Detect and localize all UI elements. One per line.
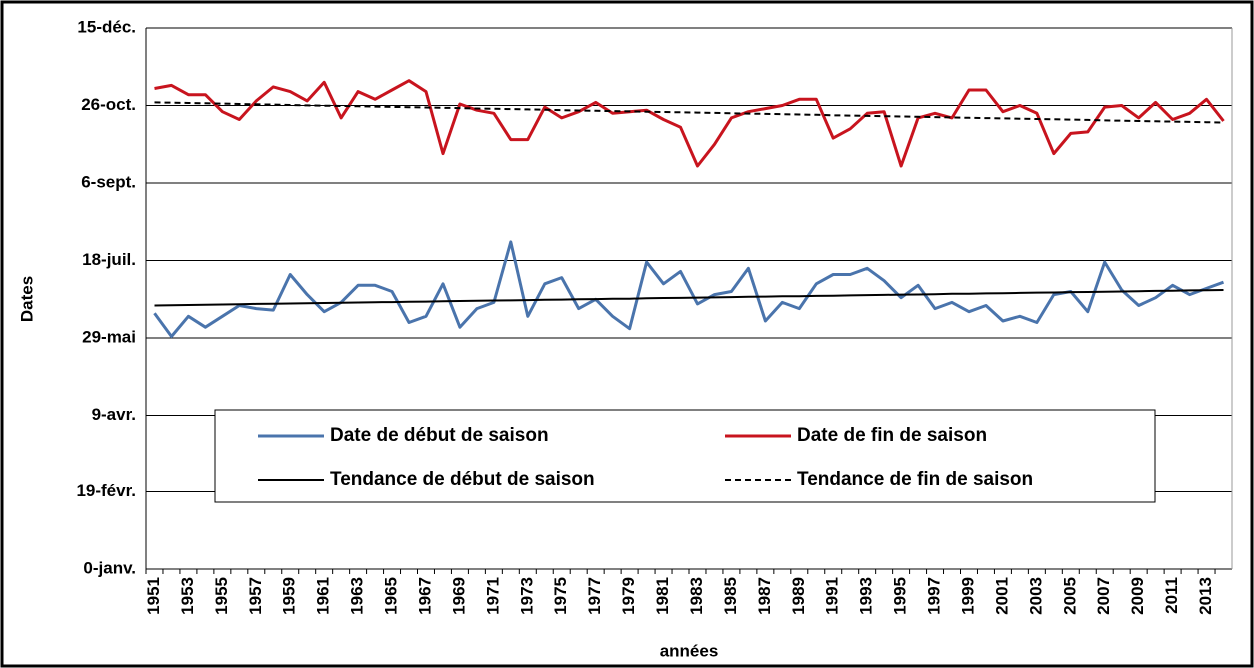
- x-tick-label: 2013: [1196, 577, 1215, 615]
- x-tick-label: 2003: [1026, 577, 1045, 615]
- x-tick-label: 1985: [721, 577, 740, 615]
- y-tick-label: 26-oct.: [81, 95, 136, 114]
- x-tick-label: 1999: [958, 577, 977, 615]
- x-tick-label: 1981: [653, 577, 672, 615]
- x-tick-label: 2007: [1094, 577, 1113, 615]
- x-tick-label: 1993: [857, 577, 876, 615]
- y-tick-label: 0-janv.: [83, 558, 136, 577]
- x-tick-label: 1983: [687, 577, 706, 615]
- x-tick-label: 1991: [823, 577, 842, 615]
- x-tick-label: 1979: [619, 577, 638, 615]
- y-tick-label: 9-avr.: [92, 405, 136, 424]
- x-tick-label: 2009: [1128, 577, 1147, 615]
- x-tick-label: 1987: [755, 577, 774, 615]
- x-tick-label: 1953: [178, 577, 197, 615]
- x-tick-label: 1963: [348, 577, 367, 615]
- legend-label: Date de fin de saison: [797, 425, 987, 446]
- x-tick-label: 1995: [891, 577, 910, 615]
- x-tick-label: 1971: [483, 577, 502, 615]
- x-tick-label: 1975: [551, 577, 570, 615]
- series-line: [153, 240, 1225, 338]
- y-tick-label: 6-sept.: [81, 172, 136, 191]
- y-tick-label: 19-févr.: [76, 481, 136, 500]
- x-tick-label: 2001: [992, 577, 1011, 615]
- x-tick-label: 1959: [280, 577, 299, 615]
- x-tick-label: 1965: [382, 577, 401, 615]
- x-tick-label: 1961: [314, 577, 333, 615]
- x-tick-label: 1951: [144, 577, 163, 615]
- x-tick-label: 1989: [789, 577, 808, 615]
- x-tick-label: 1973: [517, 577, 536, 615]
- y-axis-label: Dates: [17, 276, 36, 322]
- y-tick-label: 18-juil.: [82, 250, 136, 269]
- y-tick-label: 29-mai: [82, 328, 136, 347]
- x-tick-label: 1969: [449, 577, 468, 615]
- x-tick-label: 1977: [585, 577, 604, 615]
- x-axis-label: années: [660, 641, 719, 660]
- x-tick-label: 1967: [415, 577, 434, 615]
- y-tick-label: 15-déc.: [77, 17, 136, 36]
- series-line: [154, 79, 1225, 168]
- legend-label: Date de début de saison: [330, 425, 549, 446]
- x-tick-label: 2011: [1162, 577, 1181, 614]
- series-line: [154, 289, 1224, 307]
- series-line: [154, 101, 1224, 124]
- x-tick-label: 2005: [1060, 577, 1079, 615]
- legend-label: Tendance de début de saison: [330, 469, 595, 490]
- legend-box: [214, 409, 1156, 503]
- x-tick-label: 1997: [925, 577, 944, 615]
- x-tick-label: 1955: [212, 577, 231, 615]
- legend-label: Tendance de fin de saison: [797, 469, 1033, 490]
- x-tick-label: 1957: [246, 577, 265, 615]
